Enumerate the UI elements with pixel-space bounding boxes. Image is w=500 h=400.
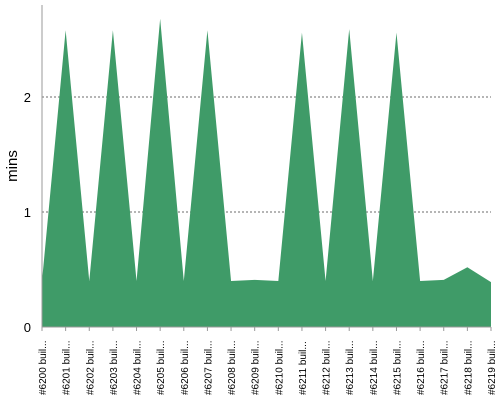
y-ticks-layer: 0 1 2 xyxy=(24,90,31,335)
axis-layer xyxy=(41,5,491,328)
x-tick-label-5: #6205 buil... xyxy=(156,341,167,396)
x-tick-label-19: #6219 buil... xyxy=(487,341,498,396)
x-tick-label-10: #6210 buil... xyxy=(274,341,285,396)
x-ticks-layer: #6200 buil... #6201 buil... #6202 buil... #… xyxy=(38,327,498,395)
area-series xyxy=(42,18,491,328)
y-axis-label: mins xyxy=(4,150,21,182)
x-tick-label-14: #6214 buil... xyxy=(369,341,380,396)
x-tick-label-16: #6216 buil... xyxy=(416,341,427,396)
x-tick-label-13: #6213 buil... xyxy=(345,341,356,396)
x-tick-label-7: #6207 buil... xyxy=(203,341,214,396)
x-tick-label-18: #6218 buil... xyxy=(463,341,474,396)
x-tick-label-8: #6208 buil... xyxy=(227,341,238,396)
x-tick-label-6: #6206 buil... xyxy=(180,341,191,396)
x-tick-label-4: #6204 buil... xyxy=(133,341,144,396)
x-tick-label-0: #6200 buil... xyxy=(38,341,49,396)
y-tick-label-2: 2 xyxy=(24,90,31,105)
y-tick-label-1: 1 xyxy=(24,205,31,220)
x-tick-label-1: #6201 buil... xyxy=(62,341,73,396)
grid-layer xyxy=(42,96,491,213)
x-tick-label-12: #6212 buil... xyxy=(322,341,333,396)
x-tick-label-2: #6202 buil... xyxy=(85,341,96,396)
area-layer xyxy=(41,18,492,328)
x-tick-label-9: #6209 buil... xyxy=(251,341,262,396)
x-tick-label-15: #6215 buil... xyxy=(392,341,403,396)
x-tick-label-17: #6217 buil... xyxy=(440,341,451,396)
x-tick-label-11: #6211 buil... xyxy=(298,341,309,395)
y-tick-label-0: 0 xyxy=(24,320,31,335)
x-tick-label-3: #6203 buil... xyxy=(109,341,120,396)
